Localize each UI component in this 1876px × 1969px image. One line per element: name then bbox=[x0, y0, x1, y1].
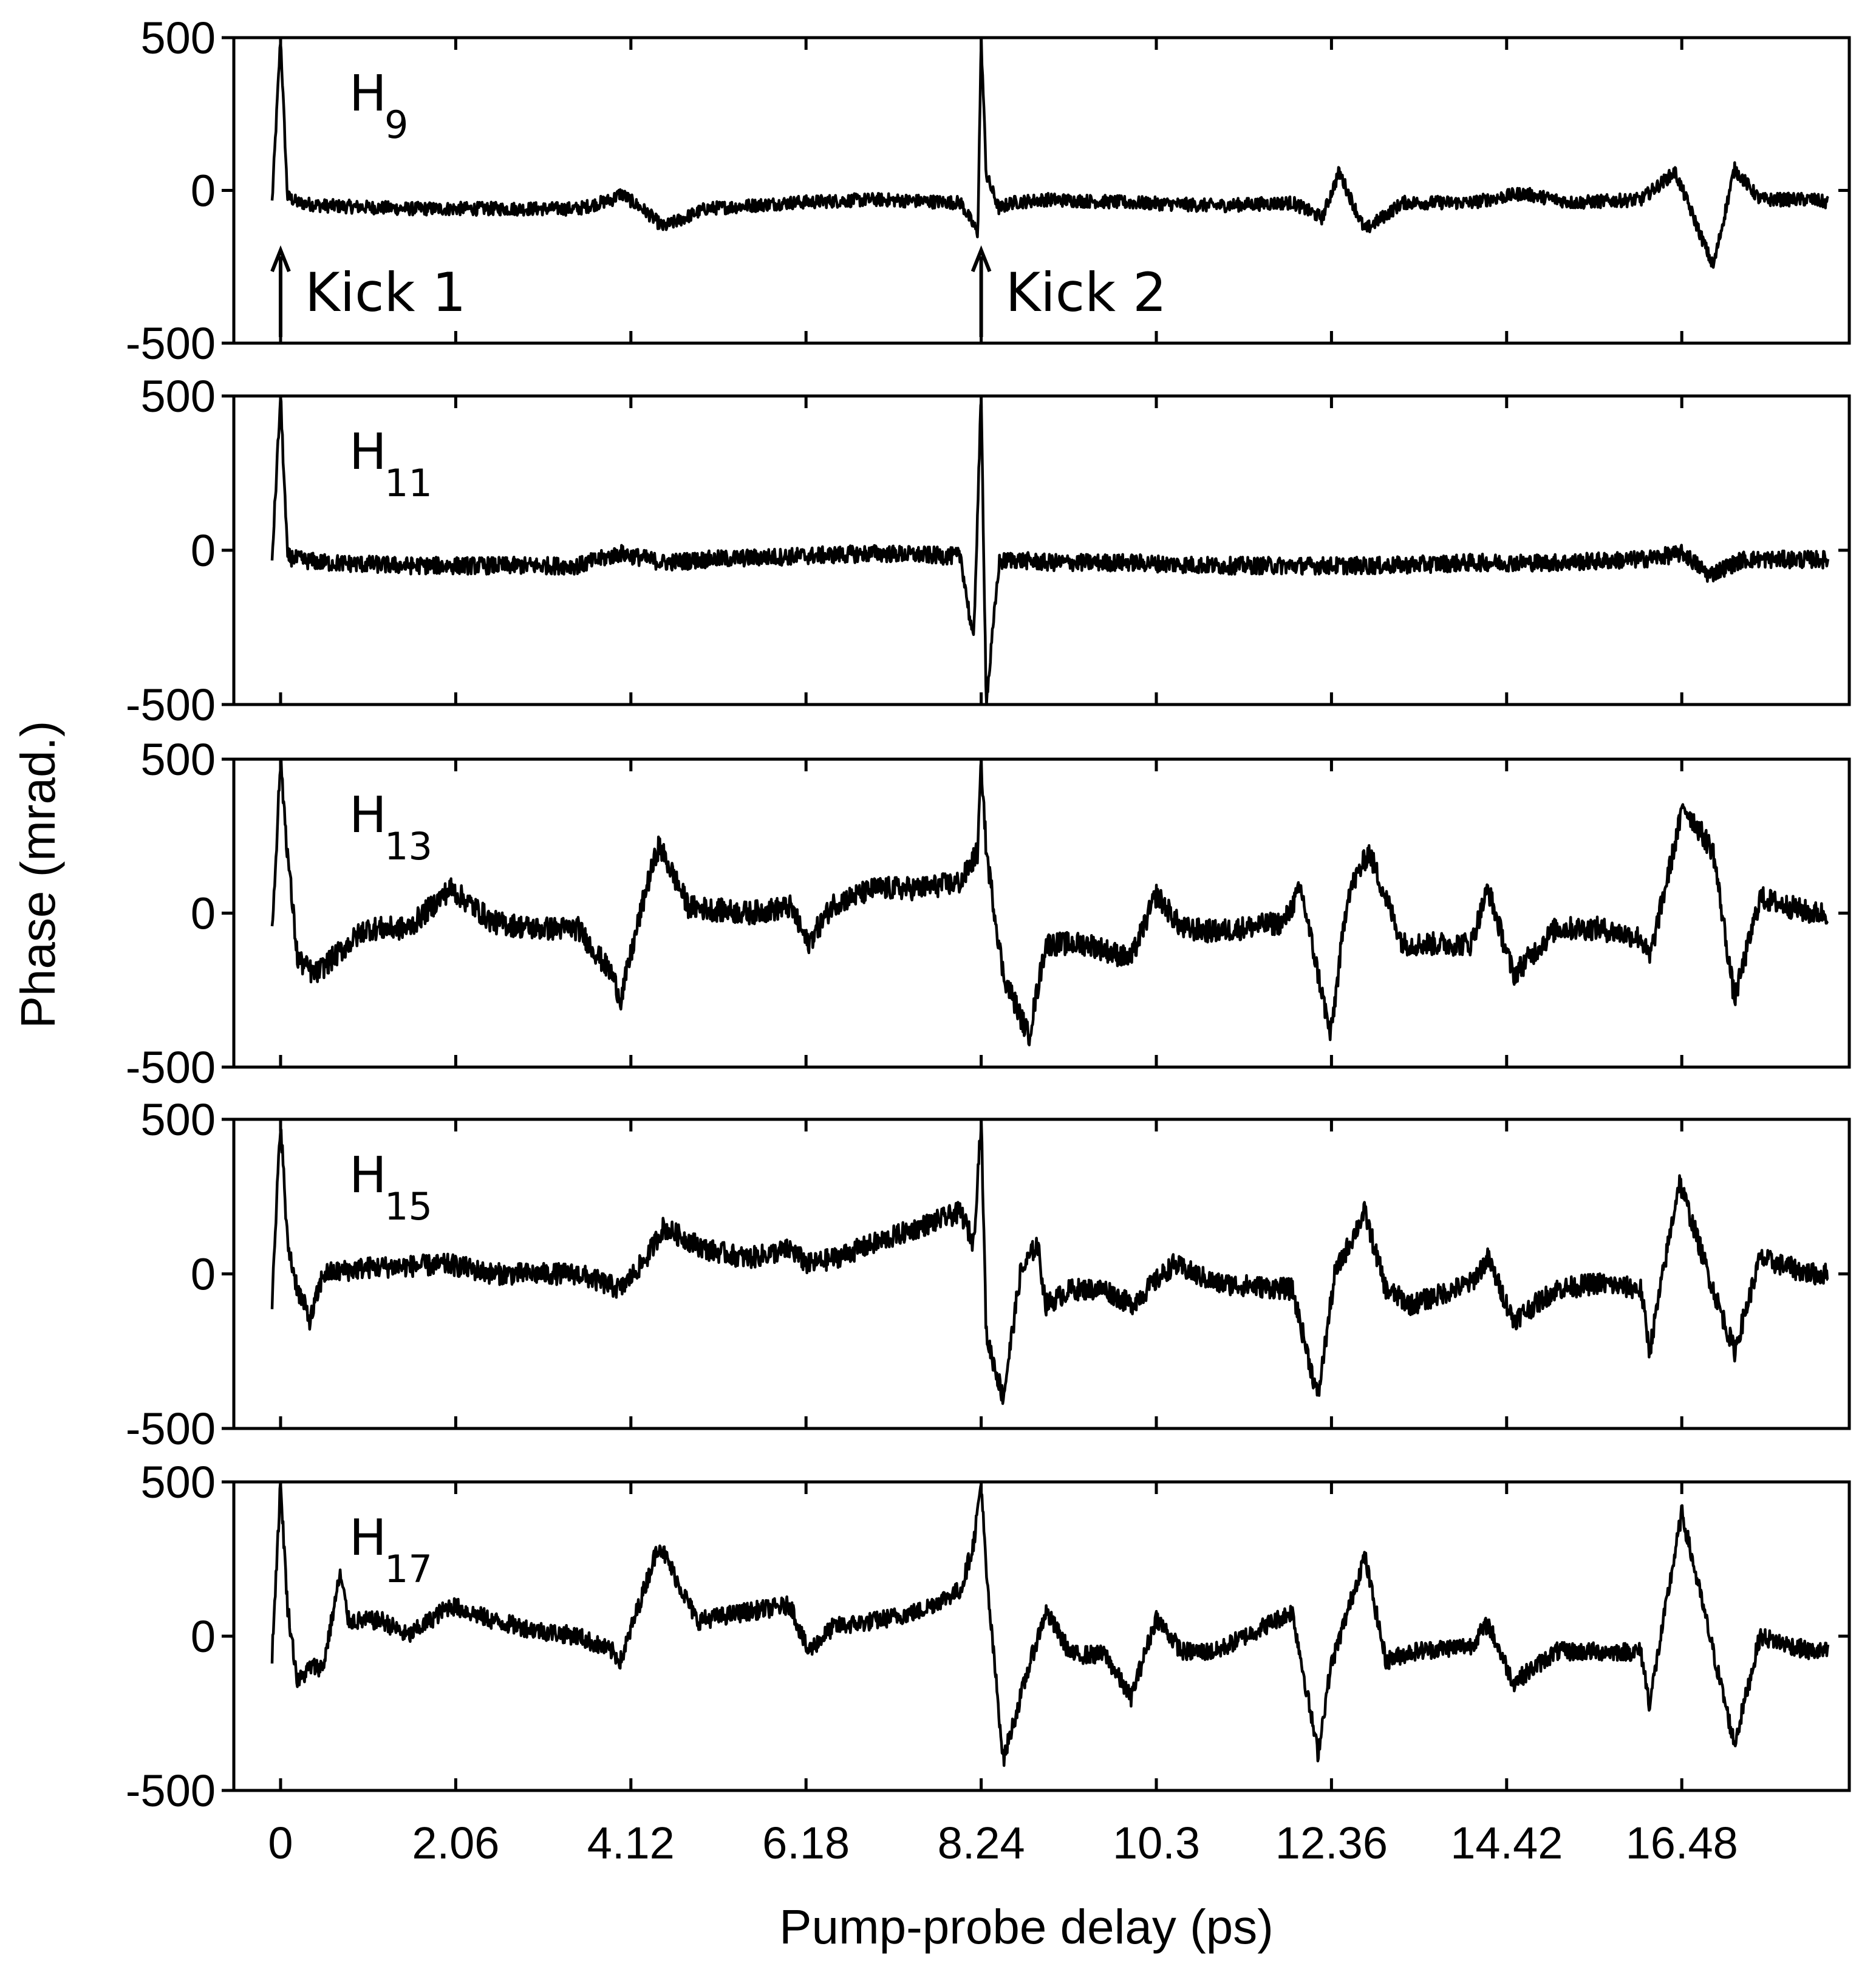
y-tick-label: 500 bbox=[141, 1457, 216, 1507]
plot-frame bbox=[232, 394, 1851, 706]
series-line-h15 bbox=[270, 1119, 1829, 1405]
kick-label: Kick 1 bbox=[305, 261, 466, 324]
y-tick-label: 0 bbox=[191, 889, 216, 939]
x-tick-label: 14.42 bbox=[1450, 1818, 1563, 1868]
kick-arrow-head bbox=[970, 245, 992, 273]
panel-label-sub: 15 bbox=[384, 1184, 432, 1229]
x-axis-title: Pump-probe delay (ps) bbox=[779, 1900, 1274, 1954]
y-tick-label: 0 bbox=[191, 525, 216, 576]
y-tick-label: 500 bbox=[141, 1094, 216, 1145]
x-tick-label: 2.06 bbox=[412, 1818, 499, 1868]
panel-h15: -500 0 500 H15 bbox=[126, 1094, 1851, 1454]
panel-label-main: H bbox=[349, 65, 387, 123]
y-tick-label: 500 bbox=[141, 371, 216, 421]
panel-h9: -500 0 500 H9 bbox=[126, 13, 1851, 369]
x-tick-label: 16.48 bbox=[1626, 1818, 1738, 1868]
x-axis: 0 2.06 4.12 6.18 8.24 10.3 12.36 14.42 16.48 bbox=[268, 1818, 1738, 1868]
y-tick-label: -500 bbox=[126, 1042, 216, 1093]
series-line-h9 bbox=[270, 38, 1829, 269]
kick-annotations: Kick 1 Kick 2 bbox=[270, 245, 1167, 337]
x-tick-label: 10.3 bbox=[1113, 1818, 1200, 1868]
series-line-h17 bbox=[270, 1482, 1830, 1767]
x-tick-label: 12.36 bbox=[1275, 1818, 1388, 1868]
x-tick-label: 8.24 bbox=[938, 1818, 1025, 1868]
panel-label-main: H bbox=[349, 423, 387, 481]
kick-annotation-2: Kick 2 bbox=[970, 245, 1167, 337]
y-tick-label: -500 bbox=[126, 680, 216, 730]
panel-label-main: H bbox=[349, 787, 387, 844]
y-tick-label: 0 bbox=[191, 166, 216, 216]
kick-label: Kick 2 bbox=[1006, 261, 1167, 324]
y-axis-title: Phase (mrad.) bbox=[11, 721, 65, 1029]
series-line-h13 bbox=[270, 759, 1829, 1046]
panel-h17: -500 0 500 H17 bbox=[126, 1457, 1851, 1816]
series-line-h11 bbox=[270, 396, 1830, 705]
x-tick-label: 4.12 bbox=[587, 1818, 675, 1868]
panel-label-sub: 11 bbox=[384, 461, 432, 505]
panel-label-sub: 17 bbox=[384, 1547, 432, 1591]
y-tick-label: -500 bbox=[126, 318, 216, 369]
y-tick-label: -500 bbox=[126, 1404, 216, 1454]
x-tick-label: 0 bbox=[268, 1818, 293, 1868]
panel-label-sub: 13 bbox=[384, 824, 432, 868]
y-tick-label: 500 bbox=[141, 13, 216, 63]
panel-h13: -500 0 500 H13 bbox=[126, 734, 1851, 1093]
plot-frame bbox=[232, 1480, 1851, 1792]
y-tick-label: -500 bbox=[126, 1766, 216, 1816]
y-tick-label: 500 bbox=[141, 734, 216, 785]
kick-arrow-head bbox=[270, 245, 291, 273]
panel-label-sub: 9 bbox=[384, 103, 408, 147]
x-tick-label: 6.18 bbox=[762, 1818, 850, 1868]
kick-annotation-1: Kick 1 bbox=[270, 245, 466, 337]
y-tick-label: 0 bbox=[191, 1611, 216, 1662]
panels: -5000500H9-5000500H11-5000500H13-5000500… bbox=[126, 13, 1851, 1816]
panel-h11: -500 0 500 H11 bbox=[126, 371, 1851, 730]
y-tick-label: 0 bbox=[191, 1249, 216, 1300]
panel-label-main: H bbox=[349, 1509, 387, 1567]
panel-label-main: H bbox=[349, 1147, 387, 1204]
